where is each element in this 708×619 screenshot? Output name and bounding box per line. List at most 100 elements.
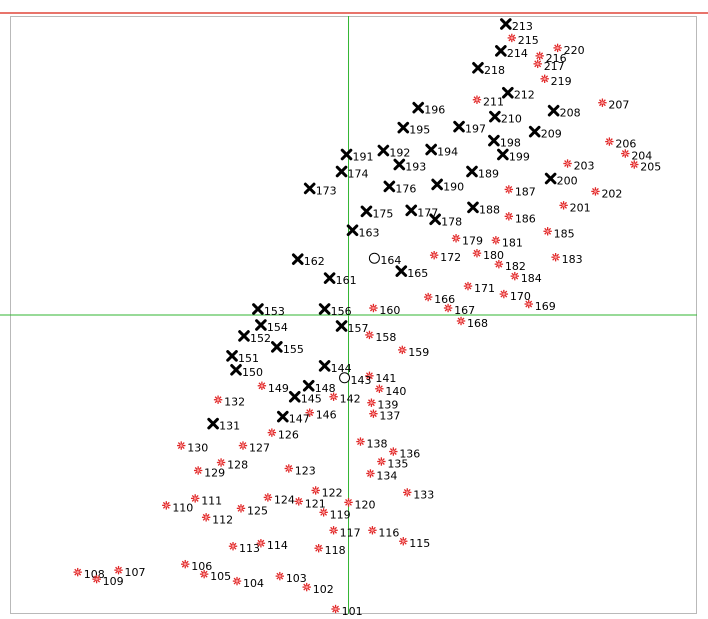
black-x-marker: [226, 350, 238, 362]
red-star-marker: [366, 469, 375, 478]
black-x-marker: [318, 360, 331, 372]
data-point-114: 114: [256, 539, 288, 552]
data-point-178: 178: [429, 213, 462, 228]
black-x-marker: [412, 101, 425, 114]
red-star-marker: [443, 303, 453, 313]
point-label: 185: [554, 227, 575, 240]
red-star-marker: [329, 392, 338, 401]
black-x-marker: [405, 204, 418, 217]
red-star-marker: [177, 441, 186, 450]
point-label: 107: [125, 566, 146, 579]
red-star-marker: [302, 582, 311, 592]
data-point-131: 131: [207, 417, 240, 433]
data-point-123: 123: [284, 464, 316, 477]
point-label: 201: [570, 201, 591, 214]
point-label: 211: [483, 96, 504, 109]
black-x-marker: [397, 121, 410, 134]
data-point-105: 105: [199, 569, 231, 583]
data-point-173: 173: [303, 182, 337, 197]
point-label: 118: [325, 544, 346, 557]
data-point-220: 220: [553, 43, 585, 57]
point-label: 172: [440, 251, 461, 264]
black-x-marker: [340, 148, 353, 161]
red-star-marker: [524, 299, 533, 309]
red-star-marker: [199, 569, 209, 579]
data-point-115: 115: [399, 537, 430, 550]
point-label: 213: [512, 20, 533, 33]
point-label: 161: [336, 274, 357, 287]
point-label: 120: [355, 498, 376, 511]
point-label: 215: [518, 34, 539, 47]
data-point-210: 210: [489, 110, 522, 126]
data-point-201: 201: [559, 201, 591, 214]
black-x-marker: [395, 265, 408, 277]
point-label: 182: [505, 260, 526, 273]
point-label: 162: [304, 255, 325, 268]
data-point-195: 195: [397, 121, 430, 137]
point-label: 138: [366, 438, 387, 451]
point-label: 205: [640, 161, 661, 174]
point-label: 192: [389, 147, 410, 160]
red-star-marker: [365, 330, 374, 340]
data-point-141: 141: [365, 371, 396, 385]
point-label: 144: [331, 362, 352, 375]
data-point-108: 108: [73, 567, 105, 581]
point-label: 169: [535, 300, 556, 313]
point-label: 110: [172, 501, 193, 514]
point-label: 191: [353, 151, 374, 164]
data-point-174: 174: [335, 165, 369, 180]
point-label: 219: [551, 75, 572, 88]
red-star-marker: [398, 345, 407, 355]
point-label: 194: [437, 146, 458, 159]
data-point-118: 118: [314, 544, 346, 557]
data-point-207: 207: [598, 98, 629, 112]
data-point-113: 113: [228, 542, 260, 555]
point-label: 193: [405, 161, 426, 174]
point-label: 210: [501, 113, 522, 126]
black-x-marker: [528, 125, 541, 138]
point-label: 101: [342, 605, 363, 615]
data-point-179: 179: [451, 234, 483, 247]
data-point-192: 192: [377, 144, 410, 160]
data-point-183: 183: [551, 252, 583, 266]
point-label: 184: [521, 272, 542, 285]
point-label: 155: [283, 343, 304, 356]
point-label: 125: [247, 504, 268, 517]
point-label: 153: [264, 305, 285, 318]
red-star-marker: [375, 384, 384, 393]
data-point-200: 200: [544, 172, 578, 187]
point-label: 152: [250, 332, 271, 345]
red-star-marker: [499, 289, 509, 299]
data-point-158: 158: [365, 330, 396, 344]
data-point-144: 144: [318, 360, 352, 375]
point-label: 112: [212, 513, 233, 526]
point-label: 214: [507, 47, 528, 60]
data-point-110: 110: [162, 501, 193, 514]
point-label: 113: [239, 542, 260, 555]
data-point-102: 102: [302, 582, 334, 596]
red-star-marker: [377, 457, 386, 466]
data-point-188: 188: [467, 201, 500, 216]
red-star-marker: [162, 501, 171, 510]
data-point-111: 111: [190, 494, 222, 507]
point-label: 126: [278, 429, 299, 442]
red-star-marker: [563, 159, 572, 168]
point-label: 151: [238, 352, 259, 365]
point-label: 127: [249, 442, 270, 455]
red-star-marker: [591, 187, 600, 196]
data-point-204: 204: [621, 149, 652, 163]
red-star-marker: [331, 604, 340, 614]
point-label: 195: [409, 124, 430, 137]
point-label: 102: [313, 583, 334, 596]
data-point-119: 119: [319, 508, 351, 521]
red-star-marker: [494, 259, 504, 269]
red-star-marker: [213, 395, 223, 404]
data-point-106: 106: [181, 559, 212, 573]
black-x-marker: [230, 364, 242, 376]
data-point-193: 193: [393, 158, 426, 174]
point-label: 103: [286, 572, 307, 585]
red-star-marker: [344, 498, 353, 507]
